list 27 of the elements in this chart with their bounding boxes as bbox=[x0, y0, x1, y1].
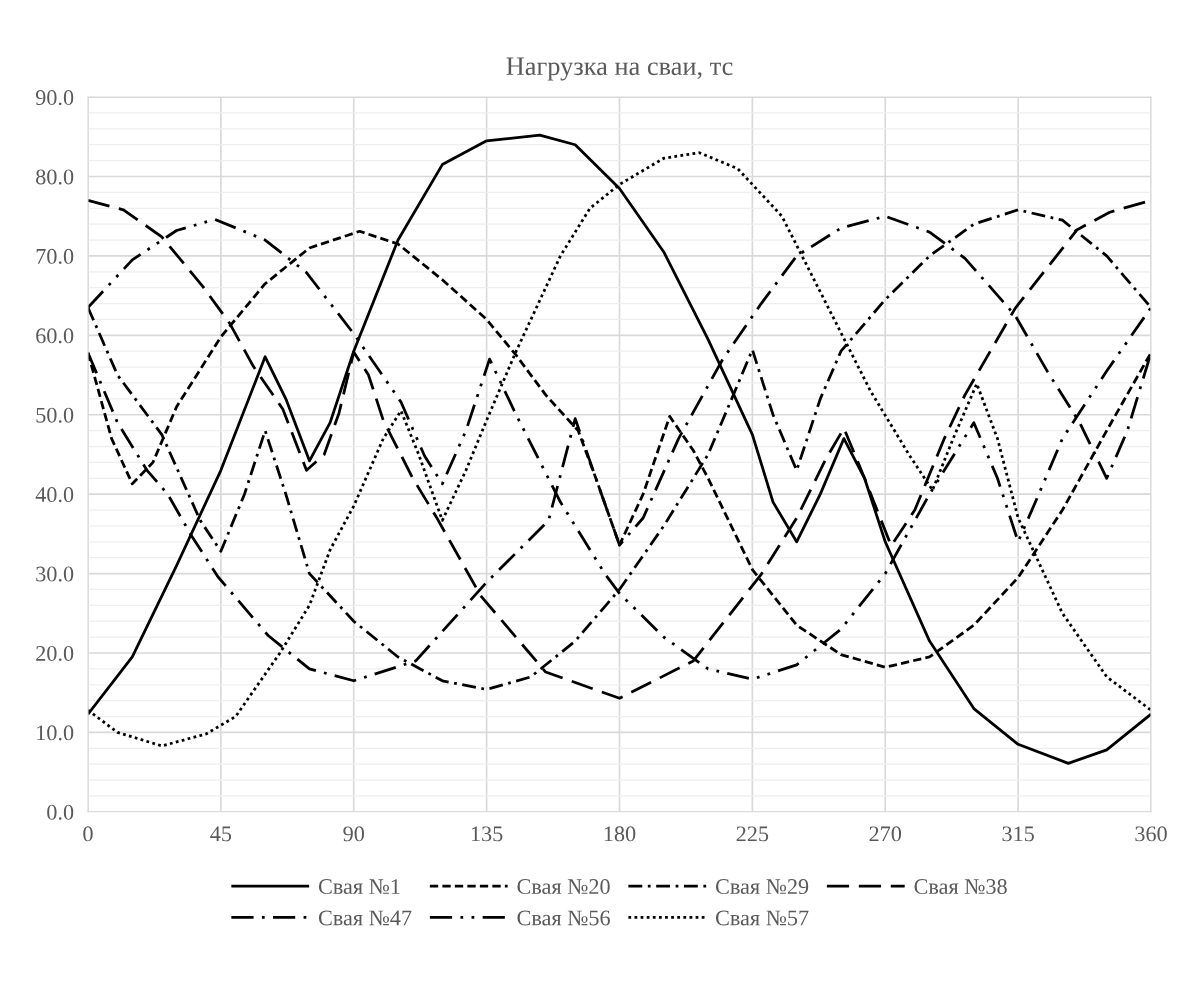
y-tick-label: 20.0 bbox=[36, 645, 74, 662]
y-tick-label: 40.0 bbox=[35, 487, 74, 503]
legend-label: Свая №29 bbox=[715, 879, 809, 895]
x-tick-label: 360 bbox=[1135, 826, 1167, 842]
legend-label: Свая №56 bbox=[517, 910, 610, 926]
legend-label: Свая №20 bbox=[517, 879, 610, 895]
y-tick-label: 90.0 bbox=[35, 90, 74, 106]
x-tick-label: 0 bbox=[83, 826, 93, 842]
x-tick-label: 270 bbox=[869, 826, 902, 842]
x-tick-label: 90 bbox=[343, 826, 364, 842]
x-tick-label: 315 bbox=[1002, 826, 1034, 842]
x-tick-label: 225 bbox=[736, 826, 769, 842]
legend-label: Свая №38 bbox=[914, 879, 1007, 895]
y-tick-label: 60.0 bbox=[36, 328, 74, 344]
legend-label: Свая №1 bbox=[318, 879, 400, 895]
y-tick-label: 30.0 bbox=[36, 566, 74, 582]
chart-title: Нагрузка на сваи, тс bbox=[506, 57, 733, 81]
y-tick-label: 80.0 bbox=[36, 169, 74, 185]
y-tick-label: 70.0 bbox=[36, 248, 74, 264]
y-tick-label: 10.0 bbox=[37, 725, 74, 741]
legend-label: Свая №47 bbox=[318, 910, 412, 926]
y-tick-label: 50.0 bbox=[36, 407, 74, 423]
x-tick-label: 45 bbox=[210, 826, 232, 842]
x-tick-label: 180 bbox=[604, 826, 636, 842]
legend-label: Свая №57 bbox=[715, 910, 809, 926]
x-tick-label: 135 bbox=[471, 826, 503, 842]
y-tick-label: 0.0 bbox=[47, 804, 74, 820]
